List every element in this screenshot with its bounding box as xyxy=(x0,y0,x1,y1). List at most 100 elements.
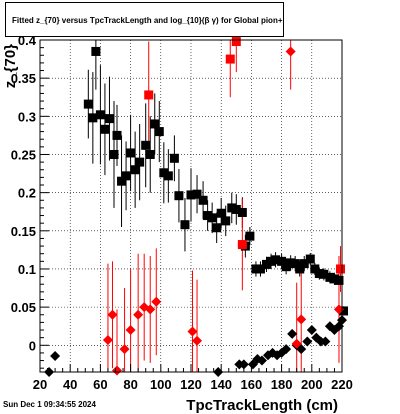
data-point-diamond xyxy=(287,328,298,339)
data-point-diamond xyxy=(119,344,130,355)
y-tick-label: 0.3 xyxy=(18,109,36,124)
data-point-square xyxy=(145,149,155,159)
data-point-square xyxy=(325,272,335,282)
data-point-square xyxy=(255,264,265,274)
data-point-square xyxy=(221,216,231,226)
x-tick-label: 200 xyxy=(301,377,323,392)
data-point-diamond xyxy=(296,314,307,325)
data-point-square xyxy=(163,171,173,181)
data-point-diamond xyxy=(320,336,331,347)
data-point-square xyxy=(121,171,131,181)
data-point-square xyxy=(225,54,235,64)
x-tick-label: 180 xyxy=(271,377,293,392)
data-point-square xyxy=(144,90,154,100)
data-point-square xyxy=(207,213,217,223)
data-point-diamond xyxy=(238,359,249,370)
data-point-square xyxy=(290,259,300,269)
data-point-square xyxy=(117,176,127,186)
data-point-square xyxy=(231,204,241,214)
data-point-square xyxy=(130,165,140,175)
data-point-diamond xyxy=(333,304,344,315)
data-point-square xyxy=(237,207,247,217)
data-point-square xyxy=(314,269,324,279)
data-point-diamond xyxy=(302,336,313,347)
data-point-square xyxy=(174,191,184,201)
data-point-square xyxy=(88,113,98,123)
data-point-diamond xyxy=(192,335,203,346)
x-tick-label: 20 xyxy=(33,377,47,392)
x-tick-label: 60 xyxy=(93,377,107,392)
data-point-square xyxy=(150,119,160,129)
data-point-square xyxy=(281,262,291,272)
x-tick-label: 220 xyxy=(331,377,353,392)
data-point-diamond xyxy=(102,334,113,345)
data-point-square xyxy=(135,157,145,167)
data-point-square xyxy=(100,124,110,134)
data-point-square xyxy=(271,255,281,265)
data-point-square xyxy=(169,153,179,163)
data-point-square xyxy=(192,189,202,199)
data-point-square xyxy=(262,259,271,269)
data-point-diamond xyxy=(145,304,156,315)
data-point-diamond xyxy=(50,350,61,361)
y-tick-label: 0.05 xyxy=(11,300,36,315)
data-point-square xyxy=(295,264,305,274)
data-point-square xyxy=(310,264,320,274)
y-tick-label: 0.25 xyxy=(11,147,36,162)
data-point-square xyxy=(180,220,190,230)
data-point-square xyxy=(212,223,222,233)
data-point-diamond xyxy=(133,309,144,320)
data-point-square xyxy=(299,259,309,269)
data-point-diamond xyxy=(125,325,136,336)
axis-ticks xyxy=(39,39,343,372)
data-point-diamond xyxy=(291,338,302,349)
data-point-square xyxy=(141,140,151,150)
data-point-square xyxy=(198,195,208,205)
data-point-diamond xyxy=(187,326,198,337)
data-point-square xyxy=(104,114,114,124)
data-point-square xyxy=(186,190,196,200)
error-bars xyxy=(87,40,345,372)
data-point-square xyxy=(266,256,276,266)
chart-title: Fitted z_{70} versus TpcTrackLength and … xyxy=(12,16,283,25)
data-point-square xyxy=(339,306,349,316)
data-point-square xyxy=(329,274,339,284)
data-point-square xyxy=(83,99,93,109)
y-tick-label: 0 xyxy=(29,338,36,353)
x-tick-label: 140 xyxy=(210,377,232,392)
data-point-diamond xyxy=(256,355,267,366)
x-tick-label: 120 xyxy=(180,377,202,392)
data-point-square xyxy=(251,264,261,274)
data-point-square xyxy=(227,203,237,213)
data-point-square xyxy=(245,231,255,241)
x-tick-label: 80 xyxy=(123,377,137,392)
y-axis-title: z_{70} xyxy=(2,44,19,88)
data-point-diamond xyxy=(112,365,123,376)
data-point-diamond xyxy=(285,46,296,57)
x-tick-label: 100 xyxy=(150,377,172,392)
data-point-square xyxy=(203,211,213,221)
data-point-square xyxy=(126,148,136,158)
y-tick-label: 0.15 xyxy=(11,224,36,239)
data-point-square xyxy=(109,149,119,159)
data-point-square xyxy=(335,264,345,274)
data-point-square xyxy=(91,46,101,56)
y-tick-labels: 00.050.10.150.20.250.30.350.4 xyxy=(11,33,37,353)
y-tick-label: 0.1 xyxy=(18,262,36,277)
data-point-diamond xyxy=(151,296,162,307)
data-point-square xyxy=(286,258,296,268)
y-tick-label: 0.2 xyxy=(18,186,36,201)
x-tick-labels: 20 40 60 80 100 120 140 160 180 200 220 xyxy=(33,377,353,392)
data-point-square xyxy=(216,208,226,218)
data-point-diamond xyxy=(281,344,292,355)
data-point-square xyxy=(112,130,122,140)
data-point-square xyxy=(237,240,247,250)
data-markers xyxy=(44,37,349,377)
data-point-square xyxy=(95,110,105,120)
data-point-square xyxy=(159,168,169,178)
data-point-square xyxy=(154,127,164,137)
data-point-square xyxy=(334,275,344,285)
y-tick-label: 0.35 xyxy=(11,71,36,86)
data-point-square xyxy=(231,37,241,47)
